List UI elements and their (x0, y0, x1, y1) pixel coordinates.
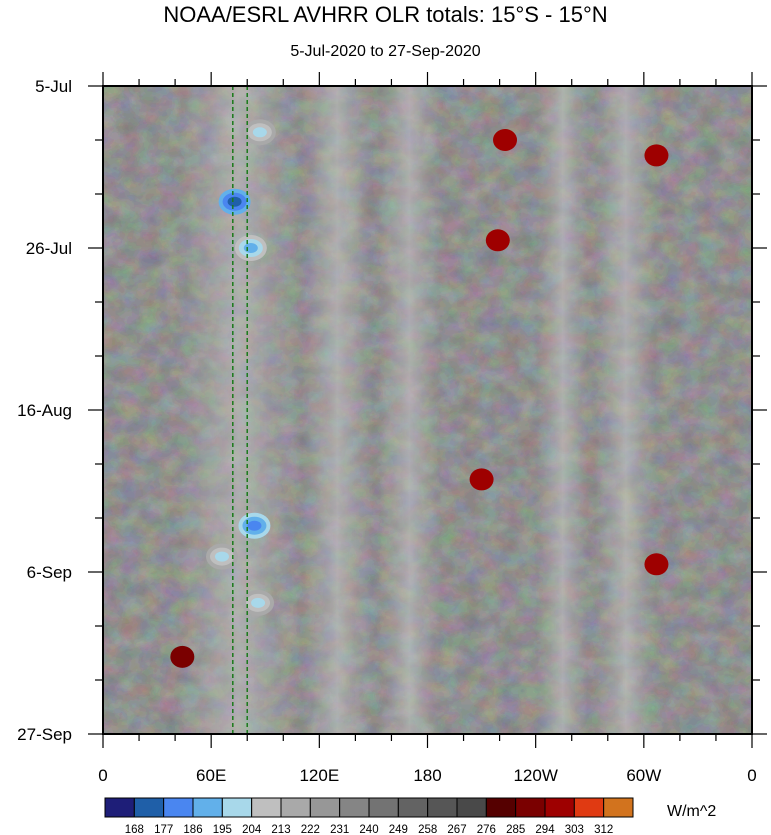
x-tick-label: 0 (98, 766, 107, 785)
colorbar-box (485, 797, 517, 818)
light-band (537, 86, 588, 734)
light-band (379, 86, 440, 734)
olr-feature (644, 144, 669, 167)
colorbar-level-label: 258 (418, 824, 437, 835)
olr-feature (252, 127, 267, 138)
colorbar-box (251, 797, 282, 818)
colorbar-level-label: 249 (389, 824, 408, 835)
olr-field (103, 86, 752, 734)
colorbar-level-label: 285 (506, 824, 525, 835)
colorbar-level-label: 294 (535, 824, 555, 835)
x-tick-label: 120E (299, 766, 339, 785)
colorbar-level-label: 276 (477, 824, 496, 835)
olr-feature (469, 468, 494, 491)
colorbar-level-label: 186 (183, 824, 202, 835)
x-tick-label: 120W (513, 766, 557, 785)
colorbar-level-label: 204 (242, 824, 262, 835)
colorbar-box (339, 797, 370, 818)
colorbar-level-label: 177 (154, 824, 173, 835)
olr-feature (170, 645, 195, 668)
y-tick-label: 26-Jul (26, 239, 72, 258)
olr-feature (485, 229, 510, 252)
y-axis: 5-Jul 26-Jul 16-Aug 6-Sep 27-Sep (17, 77, 767, 744)
colorbar-unit-label: W/m^2 (667, 803, 716, 820)
colorbar-level-label: 312 (594, 824, 613, 835)
colorbar-level-label: 240 (359, 824, 378, 835)
x-tick-label: 60E (196, 766, 226, 785)
olr-feature (493, 129, 518, 151)
colorbar-box (309, 797, 341, 818)
olr-feature (644, 553, 669, 576)
chart-title: NOAA/ESRL AVHRR OLR totals: 15°S - 15°N (163, 2, 608, 27)
y-tick-label: 27-Sep (17, 725, 72, 744)
colorbar-box (192, 797, 223, 818)
chart-subtitle: 5-Jul-2020 to 27-Sep-2020 (290, 43, 481, 60)
olr-feature (251, 597, 266, 608)
colorbar-level-label: 303 (565, 824, 584, 835)
x-tick-label: 180 (413, 766, 441, 785)
colorbar-level-label: 195 (213, 824, 232, 835)
colorbar-level-label: 222 (301, 824, 320, 835)
colorbar-box (133, 797, 165, 818)
y-tick-label: 16-Aug (17, 401, 72, 420)
colorbar-box (163, 797, 194, 818)
colorbar-box (573, 797, 605, 818)
colorbar-box (221, 797, 253, 818)
light-band (178, 86, 299, 734)
olr-feature (247, 520, 262, 531)
x-axis: 0 60E 120E 180 120W 60W 0 (98, 72, 757, 785)
olr-feature (243, 243, 258, 253)
x-tick-label: 60W (626, 766, 661, 785)
y-tick-label: 5-Jul (35, 77, 72, 96)
colorbar-box (280, 797, 311, 818)
colorbar-level-label: 231 (330, 824, 349, 835)
colorbar-level-label: 213 (271, 824, 290, 835)
x-tick-label: 0 (747, 766, 756, 785)
colorbar-box (515, 797, 546, 818)
colorbar: 168 177 186 195 204 213 222 231 240 249 258 267 276 2… (104, 797, 716, 835)
colorbar-level-label: 267 (447, 824, 466, 835)
colorbar-level-label: 168 (125, 824, 144, 835)
colorbar-box (603, 797, 634, 818)
colorbar-box (456, 797, 487, 818)
colorbar-box (368, 797, 399, 818)
olr-feature (227, 196, 242, 207)
colorbar-box (544, 797, 575, 818)
colorbar-box (104, 797, 135, 818)
colorbar-box (397, 797, 429, 818)
colorbar-box (427, 797, 458, 818)
light-band (302, 86, 373, 734)
olr-feature (214, 551, 229, 562)
y-tick-label: 6-Sep (27, 563, 72, 582)
light-band (595, 86, 656, 734)
